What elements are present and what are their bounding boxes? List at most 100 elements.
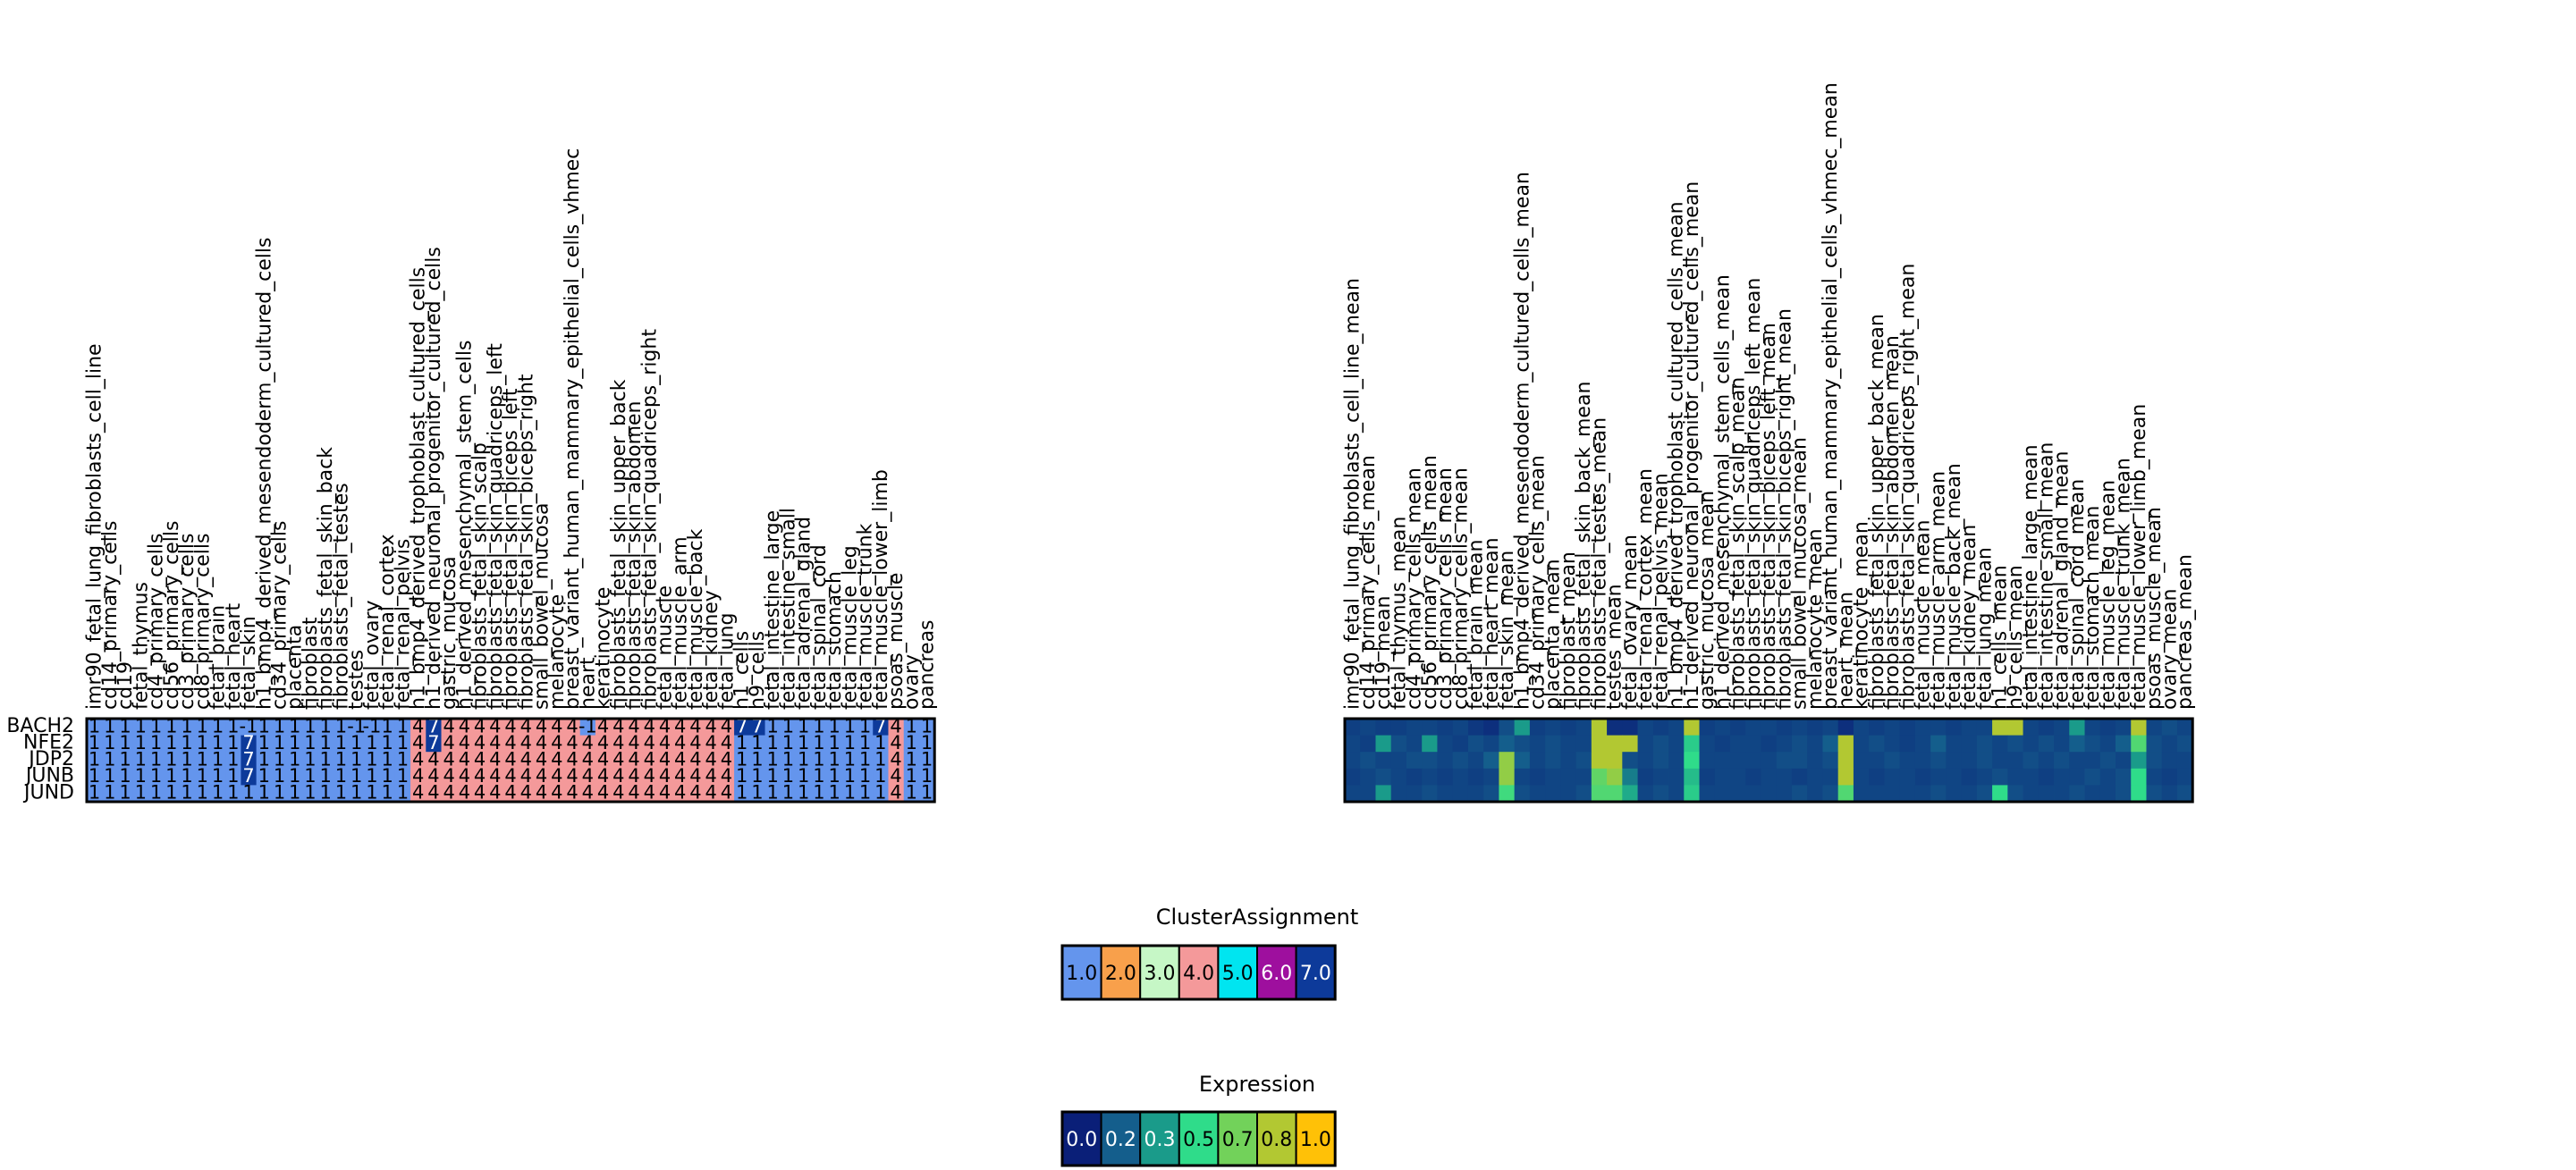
cell-label: 4 [520,748,532,770]
heatmap-cell [626,719,643,736]
heatmap-cell [1884,719,1901,736]
heatmap-cell [780,752,797,770]
cell-label: 4 [412,765,424,787]
column-label: fibroblasts_fetal_skin_back_mean [1573,382,1595,710]
column-label: h1_derived_neuronal_progenitor_cultured_… [423,247,445,710]
cell-label: 4 [566,732,578,753]
heatmap-cell [764,785,781,803]
heatmap-cell [2038,768,2055,786]
column-label: fibroblasts_fetal_skin_quadriceps_left [485,343,507,710]
cell-label: 1 [874,765,886,787]
cell-label: 1 [104,732,115,753]
column-label: h9_cells [747,631,769,710]
heatmap-cell [1545,735,1561,753]
heatmap-cell [2146,785,2163,803]
cell-label: 1 [289,748,300,770]
heatmap-cell [1807,735,1823,753]
heatmap-cell [194,719,211,736]
cell-label: 4 [659,765,671,787]
cell-label: 1 [381,715,393,737]
heatmap-cell [672,735,688,753]
cell-label: 1 [397,782,409,804]
column-label: fibroblasts_fetal_skin_quadriceps_right_… [1896,264,1919,710]
heatmap-cell [718,768,735,786]
cell-label: 1 [165,782,177,804]
heatmap-cell [2084,735,2101,753]
heatmap-cell [672,752,688,770]
heatmap-cell [1637,719,1654,736]
column-label: fetal_stomach_mean [2082,506,2104,710]
heatmap-cell [2161,768,2178,786]
heatmap-cell [164,768,180,786]
heatmap-cell [626,752,643,770]
row-label: BACH2 [6,715,74,737]
heatmap-cell [349,752,365,770]
heatmap-cell [164,785,180,803]
cell-label: 4 [597,748,609,770]
heatmap-cell [441,785,458,803]
heatmap-cell [764,735,781,753]
heatmap-cell [857,785,874,803]
heatmap-cell [2161,752,2178,770]
heatmap-cell [1791,719,1808,736]
heatmap-cell [549,719,565,736]
heatmap-cell [518,735,535,753]
cell-label: 1 [150,765,162,787]
cell-label: 1 [844,765,856,787]
column-label: heart [577,657,599,710]
legend-label: 0.5 [1183,1129,1214,1151]
heatmap-cell [456,768,473,786]
heatmap-cell [287,735,303,753]
heatmap-cell [1899,768,1916,786]
heatmap-cell [1837,719,1854,736]
column-label: fetal_muscle_leg_mean [2097,480,2119,710]
heatmap-cell [2023,752,2040,770]
heatmap-cell [148,785,165,803]
cell-label: 4 [705,748,717,770]
cluster-heatmap: imr90_fetal_lung_fibroblasts_cell_linecd… [84,148,939,804]
heatmap-cell [256,719,273,736]
column-label: fetal_stomach [823,571,846,710]
heatmap-cell [2038,785,2055,803]
column-label: fibroblasts_fetal_skin_quadriceps_left_m… [1743,278,1765,710]
heatmap-cell [918,768,935,786]
column-label: fetal_adrenal_gland [793,517,815,710]
heatmap-cell [1807,768,1823,786]
column-label: fetal_kidney [700,590,722,710]
heatmap-cell [1560,735,1576,753]
column-label: cd4_primary_cells_mean [1404,467,1426,710]
heatmap-cell [1714,768,1731,786]
cell-label: 1 [165,732,177,753]
expression-heatmap: imr90_fetal_lung_fibroblasts_cell_line_m… [1342,82,2197,804]
heatmap-cell [1575,752,1592,770]
cell-label: 1 [813,748,824,770]
heatmap-cell [1607,735,1623,753]
heatmap-cell [533,752,550,770]
cell-label: 1 [258,732,270,753]
heatmap-cell [1622,768,1638,786]
heatmap-cell [1375,768,1392,786]
heatmap-cell [117,735,134,753]
heatmap-cell [503,752,519,770]
heatmap-cell [1730,768,1746,786]
heatmap-cell [1930,785,1947,803]
heatmap-cell [333,719,350,736]
heatmap-cell [595,735,612,753]
column-label: h1_bmp4_derived_mesendoderm_cultured_cel… [1511,172,1533,710]
cell-label: 4 [582,748,594,770]
heatmap-cell [102,785,118,803]
cell-label: 1 [335,748,347,770]
heatmap-cell [1699,785,1716,803]
heatmap-cell [1869,752,1885,770]
cell-label: 1 [844,732,856,753]
heatmap-cell [1730,735,1746,753]
cell-label: 4 [551,732,562,753]
heatmap-cell [1514,785,1531,803]
heatmap-cell [1961,719,1978,736]
cell-label: 1 [304,748,316,770]
cell-label: 1 [813,732,824,753]
heatmap-cell [2084,752,2101,770]
heatmap-cell [1422,735,1438,753]
heatmap-cell [780,735,797,753]
cell-label: 4 [721,782,732,804]
